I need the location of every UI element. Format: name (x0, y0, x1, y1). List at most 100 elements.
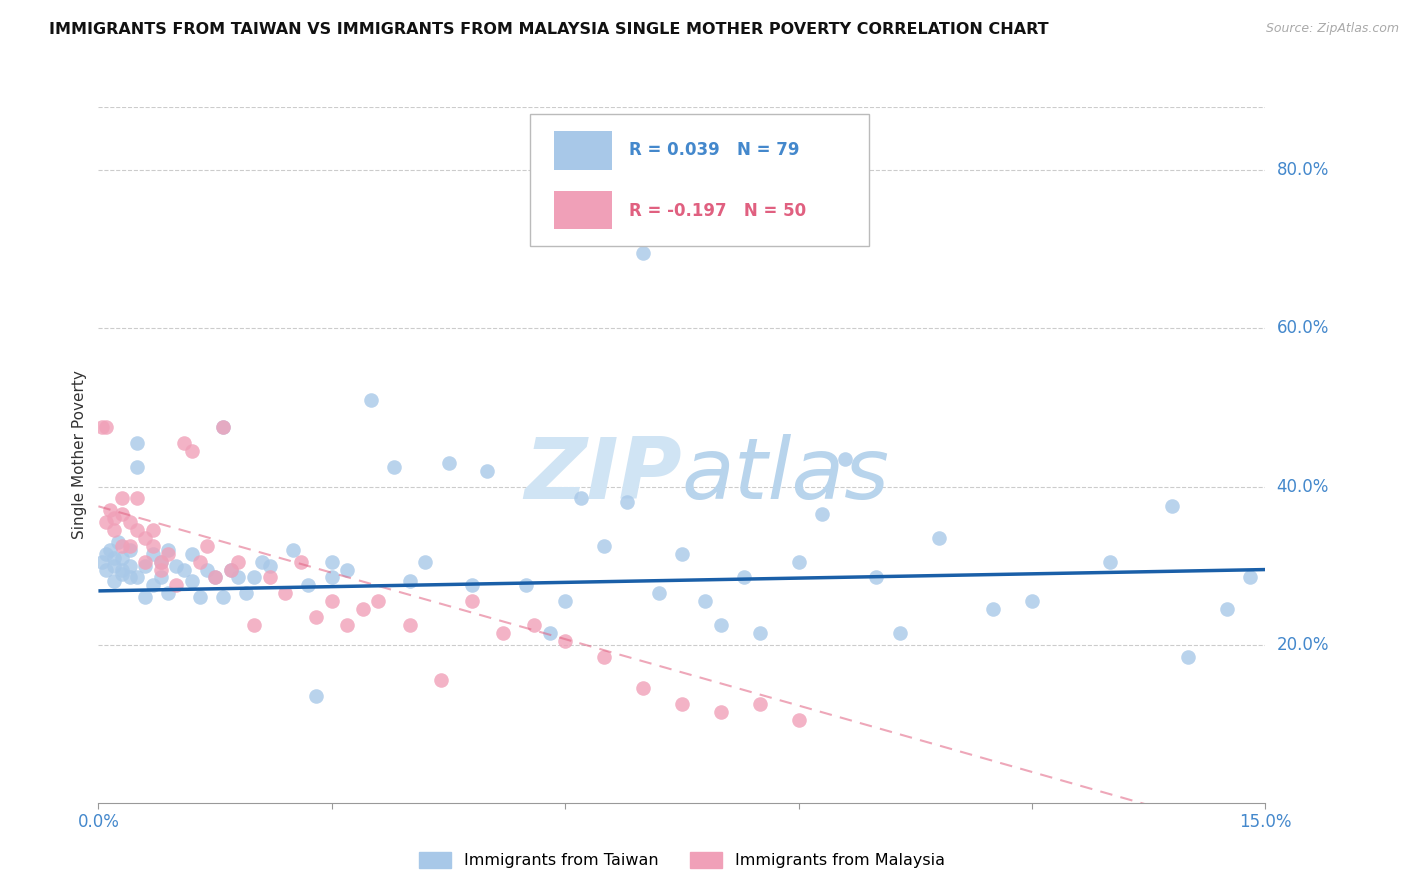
Point (98, 542, 121, 557)
Point (631, 681, 654, 695)
Point (157, 542, 180, 557)
Text: R = -0.197   N = 50: R = -0.197 N = 50 (630, 202, 807, 220)
Point (149, 555, 172, 569)
Point (274, 586, 297, 600)
Point (111, 507, 134, 521)
Point (96, 547, 118, 561)
Point (1021, 594, 1043, 608)
Point (173, 436, 195, 450)
Point (1215, 602, 1237, 616)
Point (671, 547, 693, 561)
Point (204, 570, 226, 584)
Point (157, 547, 180, 561)
Point (103, 511, 125, 525)
Point (250, 555, 273, 569)
Point (297, 578, 319, 592)
Point (834, 451, 856, 466)
Text: ZIP: ZIP (524, 434, 682, 517)
Point (157, 586, 180, 600)
Point (1239, 570, 1261, 584)
Text: R = 0.039   N = 79: R = 0.039 N = 79 (630, 141, 800, 159)
Point (671, 697, 693, 711)
Point (748, 697, 770, 711)
Point (593, 539, 616, 553)
Point (165, 578, 187, 592)
Point (492, 625, 515, 640)
Point (118, 558, 141, 573)
Point (554, 594, 576, 608)
Point (142, 578, 165, 592)
Point (259, 570, 281, 584)
Point (515, 578, 537, 592)
Point (96, 420, 118, 434)
Point (96, 563, 118, 577)
Point (569, 491, 592, 506)
Point (748, 625, 770, 640)
Point (413, 555, 436, 569)
Point (118, 570, 141, 584)
Point (142, 523, 165, 537)
Point (290, 555, 312, 569)
Point (103, 550, 125, 565)
Point (219, 563, 242, 577)
Point (352, 602, 374, 616)
Text: IMMIGRANTS FROM TAIWAN VS IMMIGRANTS FROM MALAYSIA SINGLE MOTHER POVERTY CORRELA: IMMIGRANTS FROM TAIWAN VS IMMIGRANTS FRO… (49, 22, 1049, 37)
Point (321, 594, 343, 608)
Point (554, 633, 576, 648)
Point (321, 555, 343, 569)
Point (477, 464, 499, 478)
Point (593, 649, 616, 664)
Point (259, 558, 281, 573)
Point (111, 550, 134, 565)
Point (219, 563, 242, 577)
Point (188, 555, 211, 569)
Point (321, 570, 343, 584)
Point (96, 515, 118, 529)
Point (336, 563, 359, 577)
Point (103, 523, 125, 537)
Point (631, 246, 654, 260)
Point (149, 570, 172, 584)
Point (305, 610, 328, 624)
Point (142, 539, 165, 553)
Point (228, 570, 250, 584)
Point (173, 563, 195, 577)
Point (180, 547, 202, 561)
Point (305, 689, 328, 703)
Point (118, 515, 141, 529)
Point (865, 570, 887, 584)
Point (695, 594, 717, 608)
Point (142, 547, 165, 561)
Point (111, 491, 134, 506)
Point (398, 574, 420, 589)
Point (235, 586, 257, 600)
Text: atlas: atlas (682, 434, 890, 517)
Point (243, 618, 266, 632)
Point (336, 618, 359, 632)
Bar (554, 131, 612, 169)
Point (710, 618, 733, 632)
Point (127, 523, 149, 537)
Point (429, 673, 451, 688)
Point (382, 459, 405, 474)
Point (811, 507, 834, 521)
Point (212, 420, 235, 434)
Point (367, 594, 389, 608)
Point (195, 563, 218, 577)
Point (134, 531, 156, 545)
Point (616, 495, 638, 509)
Point (889, 625, 911, 640)
Point (98, 503, 121, 517)
Point (398, 618, 420, 632)
Point (127, 459, 149, 474)
Point (204, 570, 226, 584)
Point (103, 558, 125, 573)
Point (111, 563, 134, 577)
Point (212, 420, 235, 434)
Point (111, 566, 134, 581)
Point (134, 555, 156, 569)
Point (149, 555, 172, 569)
Point (461, 578, 484, 592)
Point (733, 570, 755, 584)
Bar (554, 191, 612, 229)
